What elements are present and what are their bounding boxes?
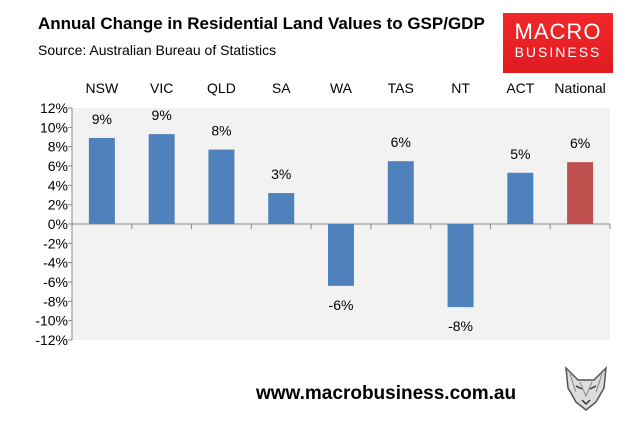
bar-qld: [208, 149, 235, 224]
data-label: 9%: [92, 111, 112, 127]
bar-tas: [387, 161, 414, 224]
data-label: -6%: [329, 297, 354, 313]
macrobusiness-logo: MACRO BUSINESS: [503, 13, 613, 73]
bar-wa: [328, 224, 354, 286]
y-tick-label: -4%: [43, 255, 68, 271]
category-label: NSW: [86, 80, 119, 96]
y-tick-label: 6%: [48, 158, 68, 174]
website-url: www.macrobusiness.com.au: [256, 383, 517, 404]
y-tick-label: -10%: [35, 313, 68, 329]
y-tick-label: 2%: [48, 197, 68, 213]
y-tick-label: -2%: [43, 235, 68, 251]
data-label: 6%: [391, 134, 411, 150]
y-tick-label: 0%: [48, 216, 68, 232]
category-label: WA: [330, 80, 353, 96]
data-label: 3%: [271, 166, 291, 182]
bar-nsw: [88, 137, 115, 224]
data-label: 5%: [510, 146, 530, 162]
category-label: ACT: [506, 80, 534, 96]
category-label: National: [554, 80, 605, 96]
category-label: VIC: [150, 80, 173, 96]
category-label: SA: [272, 80, 291, 96]
bar-sa: [268, 193, 295, 224]
chart-subtitle: Source: Australian Bureau of Statistics: [38, 42, 277, 58]
y-tick-label: 8%: [48, 139, 68, 155]
y-tick-label: 10%: [40, 119, 68, 135]
bar-national: [567, 162, 594, 224]
data-label: -8%: [448, 318, 473, 334]
bar-vic: [148, 134, 175, 224]
y-tick-label: -12%: [35, 332, 68, 348]
y-tick-label: 12%: [40, 100, 68, 116]
y-tick-label: 4%: [48, 177, 68, 193]
category-label: TAS: [388, 80, 414, 96]
chart-title: Annual Change in Residential Land Values…: [38, 14, 485, 33]
logo-line2: BUSINESS: [514, 44, 602, 60]
data-label: 8%: [211, 123, 231, 139]
y-tick-label: -6%: [43, 274, 68, 290]
bar-act: [507, 172, 534, 224]
bar-nt: [447, 224, 474, 308]
data-label: 6%: [570, 135, 590, 151]
category-label: QLD: [207, 80, 236, 96]
logo-line1: MACRO: [514, 19, 602, 44]
category-label: NT: [451, 80, 470, 96]
wolf-icon: [560, 362, 612, 414]
y-tick-label: -8%: [43, 293, 68, 309]
data-label: 9%: [152, 107, 172, 123]
